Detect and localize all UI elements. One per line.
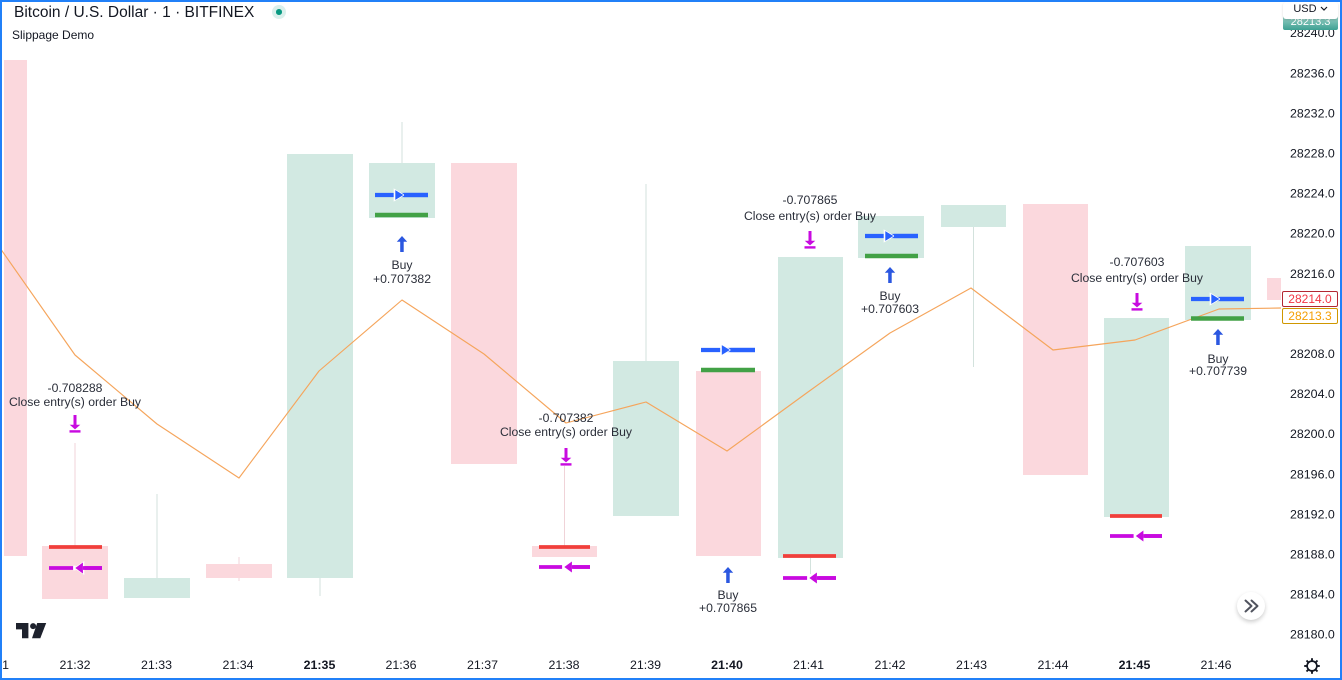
svg-text:21:40: 21:40 xyxy=(711,658,743,672)
svg-text:28208.0: 28208.0 xyxy=(1290,347,1335,361)
svg-text:Close entry(s) order Buy: Close entry(s) order Buy xyxy=(500,425,633,439)
svg-text:Buy: Buy xyxy=(879,289,901,303)
svg-text:Buy: Buy xyxy=(1207,352,1229,366)
svg-text:Close entry(s) order Buy: Close entry(s) order Buy xyxy=(744,209,877,223)
svg-text:21:42: 21:42 xyxy=(874,658,905,672)
svg-text:28228.0: 28228.0 xyxy=(1290,147,1335,161)
svg-text:21:34: 21:34 xyxy=(222,658,253,672)
svg-text:+0.707603: +0.707603 xyxy=(861,302,919,316)
svg-text:21:45: 21:45 xyxy=(1119,658,1151,672)
svg-text:+0.707865: +0.707865 xyxy=(699,601,757,615)
svg-text:21:37: 21:37 xyxy=(467,658,498,672)
svg-text:21:43: 21:43 xyxy=(956,658,987,672)
svg-text:+0.707382: +0.707382 xyxy=(373,272,431,286)
svg-text:21:41: 21:41 xyxy=(793,658,824,672)
svg-text:28180.0: 28180.0 xyxy=(1290,628,1335,642)
svg-text:Buy: Buy xyxy=(391,258,413,272)
svg-text:21:32: 21:32 xyxy=(59,658,90,672)
svg-text:28220.0: 28220.0 xyxy=(1290,227,1335,241)
svg-text:21:38: 21:38 xyxy=(548,658,579,672)
svg-text:21:44: 21:44 xyxy=(1037,658,1068,672)
svg-text:Buy: Buy xyxy=(717,588,739,602)
svg-text:-0.707603: -0.707603 xyxy=(1110,255,1165,269)
svg-text:28236.0: 28236.0 xyxy=(1290,66,1335,80)
svg-text:28224.0: 28224.0 xyxy=(1290,187,1335,201)
svg-text:28184.0: 28184.0 xyxy=(1290,588,1335,602)
svg-text:28216.0: 28216.0 xyxy=(1290,267,1335,281)
svg-text:28196.0: 28196.0 xyxy=(1290,467,1335,481)
svg-text:28192.0: 28192.0 xyxy=(1290,507,1335,521)
svg-text:-0.708288: -0.708288 xyxy=(48,381,103,395)
svg-text:21:31: 21:31 xyxy=(0,658,9,672)
svg-text:Close entry(s) order Buy: Close entry(s) order Buy xyxy=(1071,271,1204,285)
svg-text:21:35: 21:35 xyxy=(304,658,336,672)
svg-text:21:39: 21:39 xyxy=(630,658,661,672)
svg-text:21:46: 21:46 xyxy=(1200,658,1231,672)
svg-text:Close entry(s) order Buy: Close entry(s) order Buy xyxy=(9,395,142,409)
svg-text:28204.0: 28204.0 xyxy=(1290,387,1335,401)
svg-text:-0.707865: -0.707865 xyxy=(783,193,838,207)
svg-text:28188.0: 28188.0 xyxy=(1290,548,1335,562)
svg-text:21:33: 21:33 xyxy=(141,658,172,672)
svg-text:+0.707739: +0.707739 xyxy=(1189,364,1247,378)
svg-text:28200.0: 28200.0 xyxy=(1290,427,1335,441)
svg-text:28232.0: 28232.0 xyxy=(1290,107,1335,121)
svg-text:-0.707382: -0.707382 xyxy=(539,411,594,425)
svg-text:21:36: 21:36 xyxy=(385,658,416,672)
